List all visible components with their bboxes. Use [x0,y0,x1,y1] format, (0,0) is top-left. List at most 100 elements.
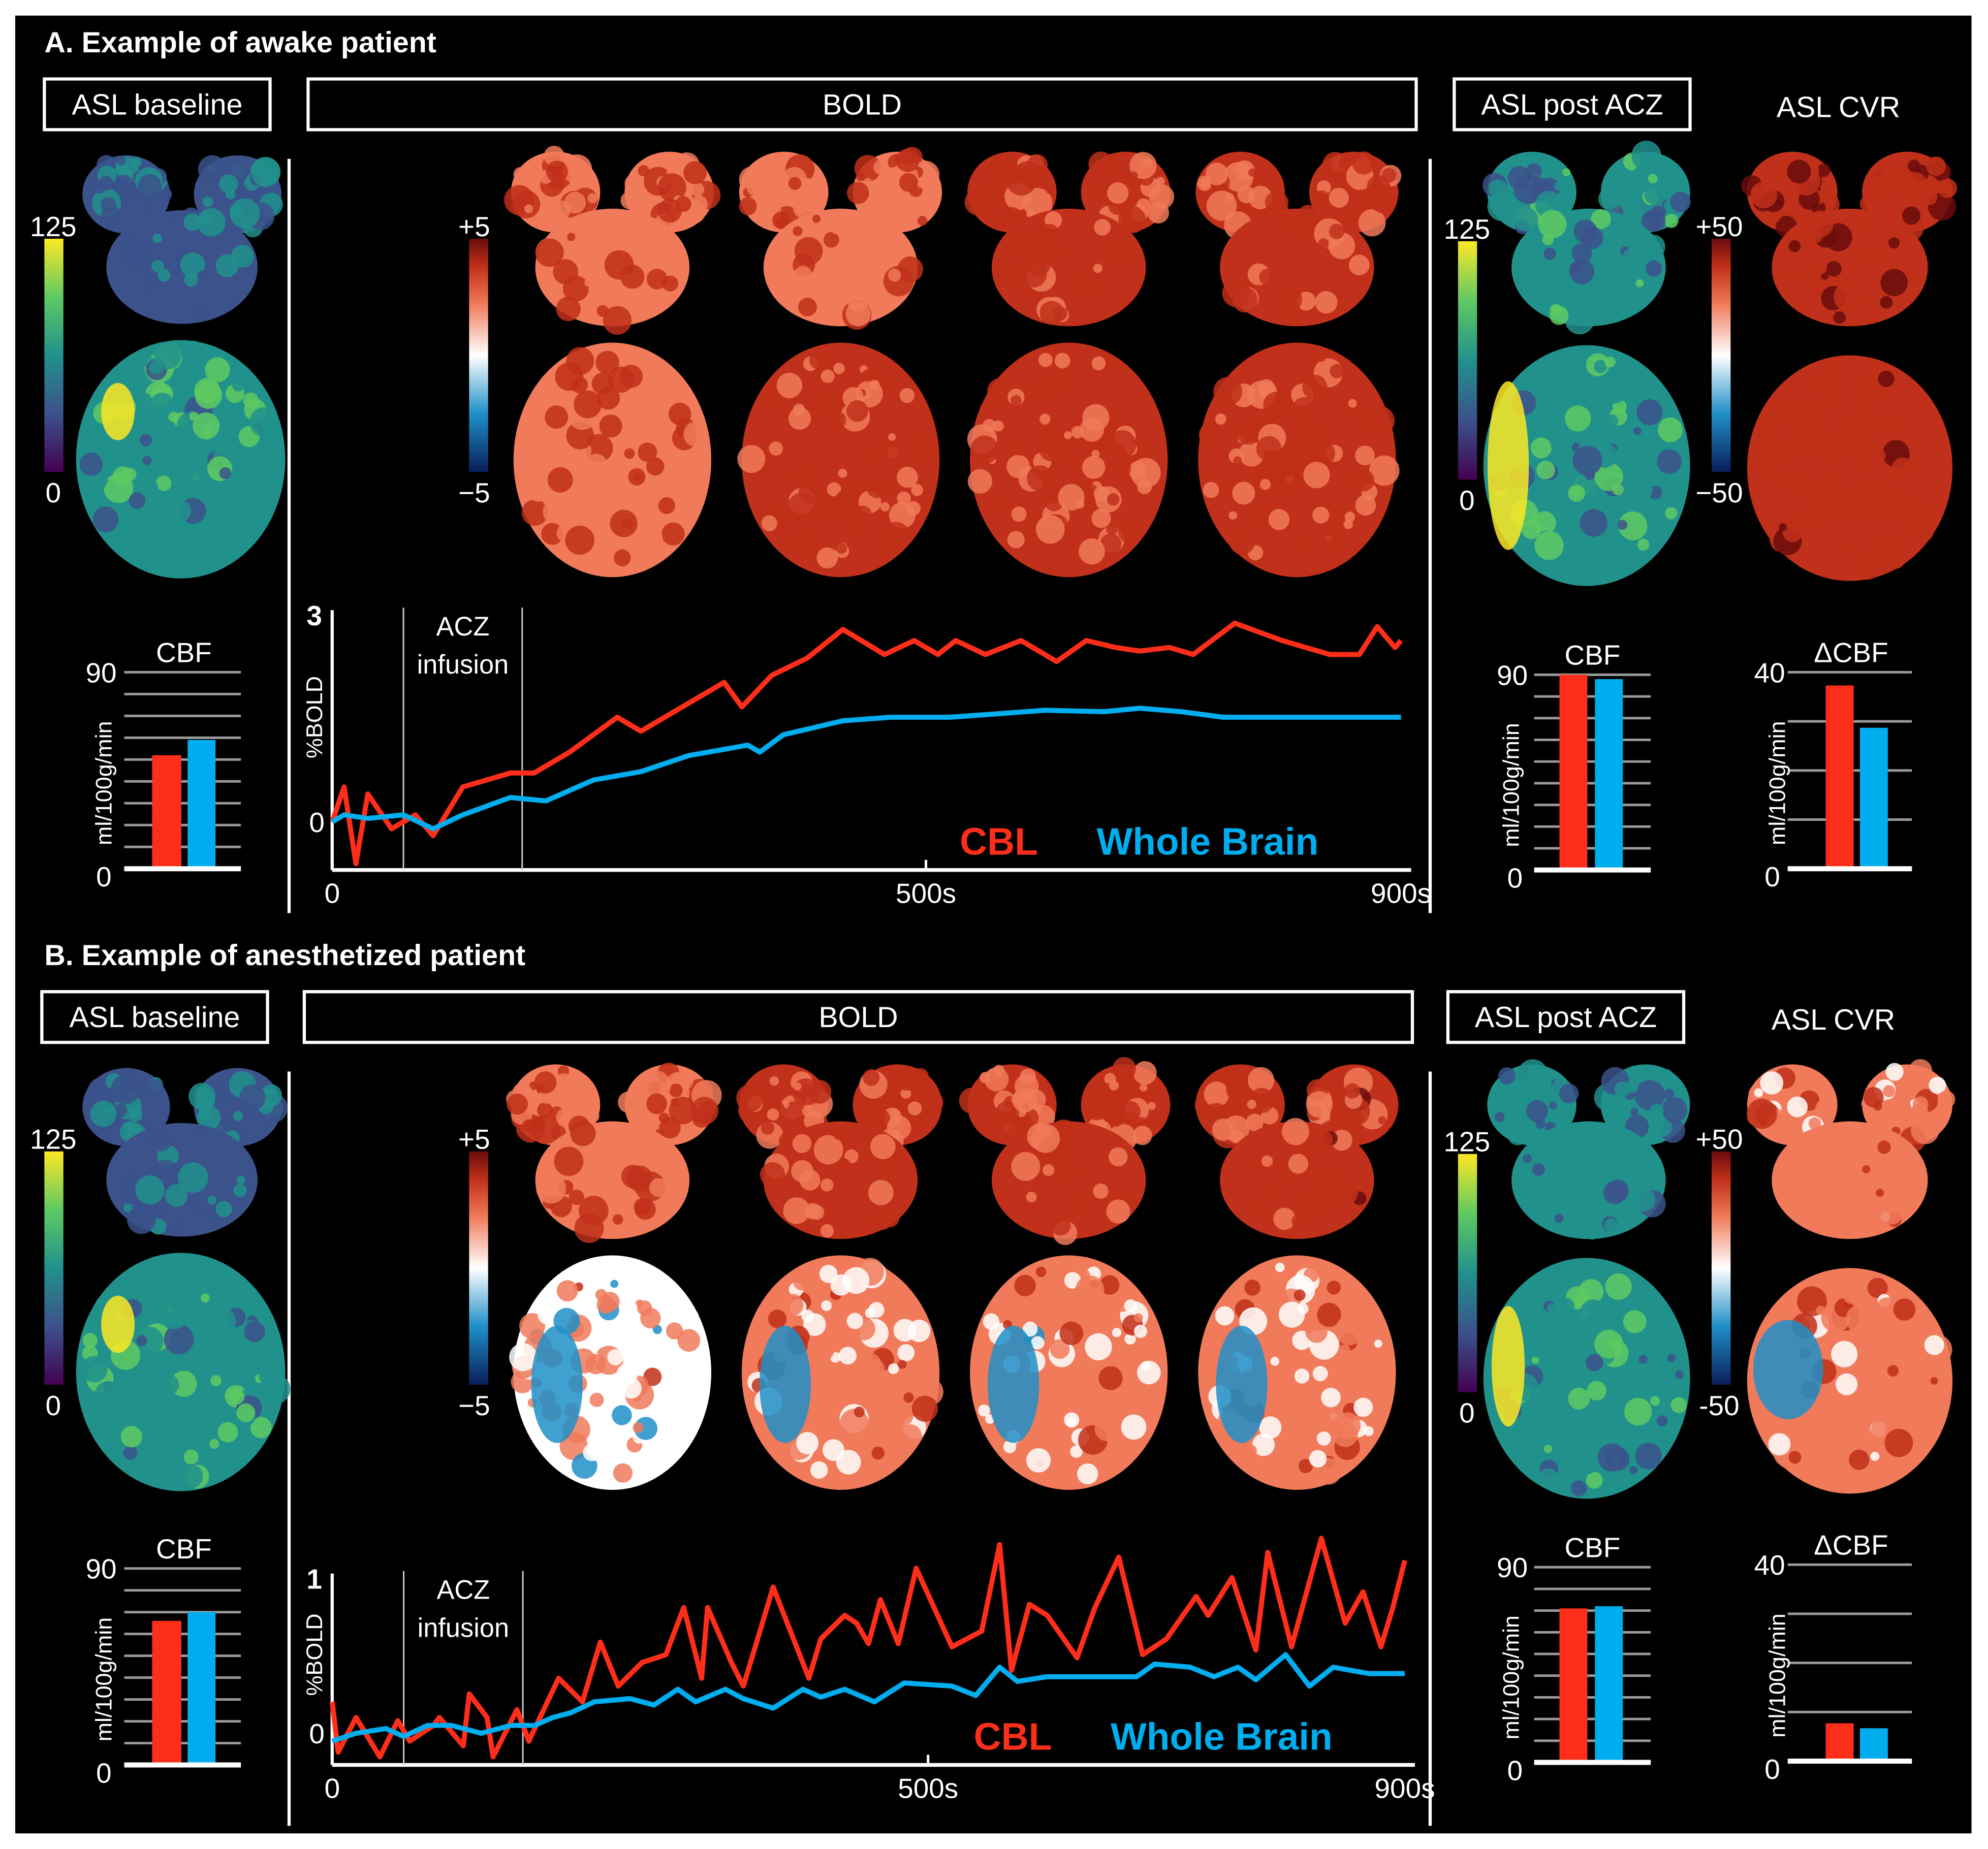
y-axis-label: %BOLD [301,676,327,758]
bar-chart-delta-cbf: ΔCBF 40 0 ml/100g/min [1754,636,1912,892]
brain-bold-axial-1 [509,1255,711,1490]
brain-baseline-cerebellum [82,155,283,324]
colorbar-cvr-max-label: +50 [1695,211,1743,242]
bar-cbl [152,755,181,869]
header-asl-cvr: ASL CVR [1772,1004,1895,1036]
header-asl-baseline-box [43,77,272,132]
x-tick-900s: 900s [1375,1772,1435,1804]
brain-post-cerebellum [1482,140,1691,335]
y-axis-label: ml/100g/min [1498,723,1524,847]
y-tick-max: 90 [1497,659,1528,691]
legend-whole-brain: Whole Brain [1111,1715,1333,1758]
legend-cbl: CBL [974,1715,1052,1758]
brain-bold-axial-2 [741,1255,943,1490]
bar-chart-cbf-post: CBF 90 0 ml/100g/min [1497,639,1651,894]
series-cbl [329,1536,1407,1760]
y-tick-min: 0 [1507,863,1523,894]
y-tick-max: 40 [1754,1549,1785,1581]
annotation-acz: ACZ [436,612,490,642]
brain-post-axial [1483,1258,1690,1499]
brain-cvr-axial [1747,355,1953,581]
series-whole-brain [331,706,1401,832]
y-tick-min: 0 [96,861,112,892]
panel-title: B. Example of anesthetized patient [44,939,525,972]
y-tick-max: 90 [86,1553,117,1585]
y-axis-label: ml/100g/min [1498,1615,1524,1740]
colorbar-cbf-post-max-label: 125 [1444,213,1491,245]
legend-whole-brain: Whole Brain [1097,820,1319,863]
y-tick-zero: 0 [309,1718,325,1749]
x-tick-500s: 500s [898,1772,958,1804]
annotation-infusion: infusion [417,650,509,680]
y-tick-min: 0 [1507,1755,1523,1786]
brain-baseline-cerebellum [82,1068,288,1237]
bar-whole-brain [1859,1728,1888,1762]
y-tick-top: 3 [306,600,322,631]
bar-chart-cbf-baseline: CBF 90 0 ml/100g/min [86,636,241,892]
y-tick-max: 90 [1497,1552,1528,1583]
y-axis-label: %BOLD [301,1613,327,1696]
colorbar-cbf-post-min-label: 0 [1459,1397,1475,1429]
annotation-infusion: infusion [418,1613,510,1643]
brain-bold-cerebellum-3 [959,1057,1171,1246]
brain-bold-axial-4 [1198,342,1400,578]
colorbar-bold [469,238,488,472]
brain-bold-cerebellum-3 [964,151,1175,327]
brain-post-axial [1483,345,1690,586]
bar-whole-brain [1595,1606,1623,1763]
series-whole-brain [331,1652,1405,1744]
colorbar-cvr-min-label: −50 [1695,477,1743,508]
colorbar-bold-max-label: +5 [458,1124,490,1155]
legend-cbl: CBL [960,820,1038,863]
brain-bold-axial-1 [513,342,711,578]
x-tick-0: 0 [325,1772,340,1804]
y-tick-top: 1 [306,1564,322,1595]
panel-title: A. Example of awake patient [44,26,436,59]
brain-bold-axial-4 [1198,1255,1396,1490]
colorbar-cbf-baseline-min-label: 0 [46,1390,61,1421]
colorbar-cvr-min-label: -50 [1699,1390,1739,1421]
colorbar-bold-min-label: −5 [458,1390,490,1421]
brain-post-cerebellum [1487,1059,1690,1240]
x-tick-0: 0 [325,878,340,909]
bar-whole-brain [187,740,216,869]
colorbar-cbf-baseline-max-label: 125 [30,1124,77,1155]
chart-title: CBF [1564,639,1620,671]
brain-cvr-cerebellum [1741,151,1958,327]
colorbar-cbf-post [1458,1154,1477,1392]
annotation-acz: ACZ [436,1576,490,1605]
y-tick-min: 0 [1764,861,1780,892]
brain-bold-axial-2 [737,342,940,578]
y-axis-label: ml/100g/min [1764,1613,1790,1738]
chart-title: CBF [1564,1532,1620,1563]
chart-title: ΔCBF [1814,1529,1888,1560]
header-asl-baseline: ASL baseline [69,1001,240,1034]
colorbar-cbf-baseline [44,1151,64,1385]
bar-cbl [1825,1723,1854,1762]
brain-bold-cerebellum-2 [739,147,942,330]
colorbar-cbf-baseline [44,238,64,472]
brain-bold-axial-3 [967,342,1168,578]
colorbar-cbf-post-max-label: 125 [1444,1126,1491,1158]
bar-cbl [1559,1608,1588,1763]
colorbar-cvr-max-label: +50 [1695,1124,1743,1155]
bar-cbl [1825,685,1854,869]
figure-background [15,15,1972,1834]
bar-chart-cbf-baseline: CBF 90 0 ml/100g/min [86,1533,241,1789]
header-bold-box [302,990,1414,1044]
bar-cbl [152,1620,181,1765]
chart-title: ΔCBF [1814,636,1888,668]
x-tick-900s: 900s [1371,878,1431,909]
colorbar-cbf-baseline-min-label: 0 [46,477,61,508]
colorbar-bold [469,1151,488,1385]
header-asl-post-acz-box [1446,990,1686,1044]
colorbar-cbf-post [1458,241,1477,480]
brain-cvr-cerebellum [1747,1059,1955,1239]
header-bold: BOLD [818,1001,898,1034]
bar-whole-brain [1595,679,1623,870]
bar-whole-brain [1859,727,1888,869]
y-tick-zero: 0 [309,807,325,838]
brain-bold-axial-3 [970,1255,1168,1490]
chart-title: CBF [156,1533,212,1565]
colorbar-bold-min-label: −5 [458,477,490,508]
